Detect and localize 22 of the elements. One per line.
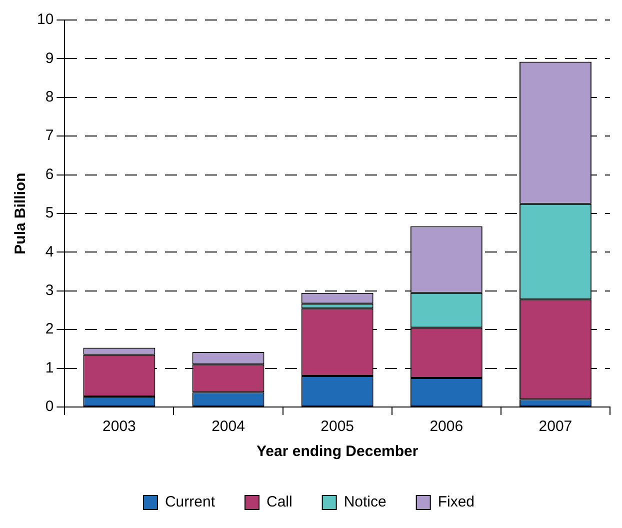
x-tick-label: 2005 bbox=[320, 418, 354, 436]
y-tick-label: 9 bbox=[45, 50, 54, 67]
legend-label: Current bbox=[164, 494, 216, 511]
y-axis-title: Pula Billion bbox=[12, 172, 30, 254]
y-tick-label: 4 bbox=[45, 243, 54, 260]
x-tick-label: 2007 bbox=[538, 418, 572, 436]
x-tick-label: 2006 bbox=[430, 418, 464, 436]
x-tick-label: 2003 bbox=[102, 418, 136, 436]
y-tick-label: 10 bbox=[36, 11, 54, 28]
legend-label: Call bbox=[266, 494, 292, 511]
y-tick-label: 2 bbox=[45, 320, 54, 338]
x-tick-label: 2004 bbox=[212, 418, 245, 436]
legend-label: Fixed bbox=[438, 494, 475, 511]
y-tick-label: 0 bbox=[45, 398, 54, 416]
y-tick-label: 7 bbox=[45, 127, 54, 144]
y-tick-label: 5 bbox=[45, 204, 54, 222]
legend-label: Notice bbox=[344, 494, 386, 511]
y-tick-label: 1 bbox=[45, 359, 54, 376]
x-axis-title: Year ending December bbox=[256, 443, 418, 460]
y-tick-label: 3 bbox=[45, 282, 54, 300]
y-tick-label: 6 bbox=[45, 166, 54, 183]
y-tick-label: 8 bbox=[45, 88, 54, 106]
